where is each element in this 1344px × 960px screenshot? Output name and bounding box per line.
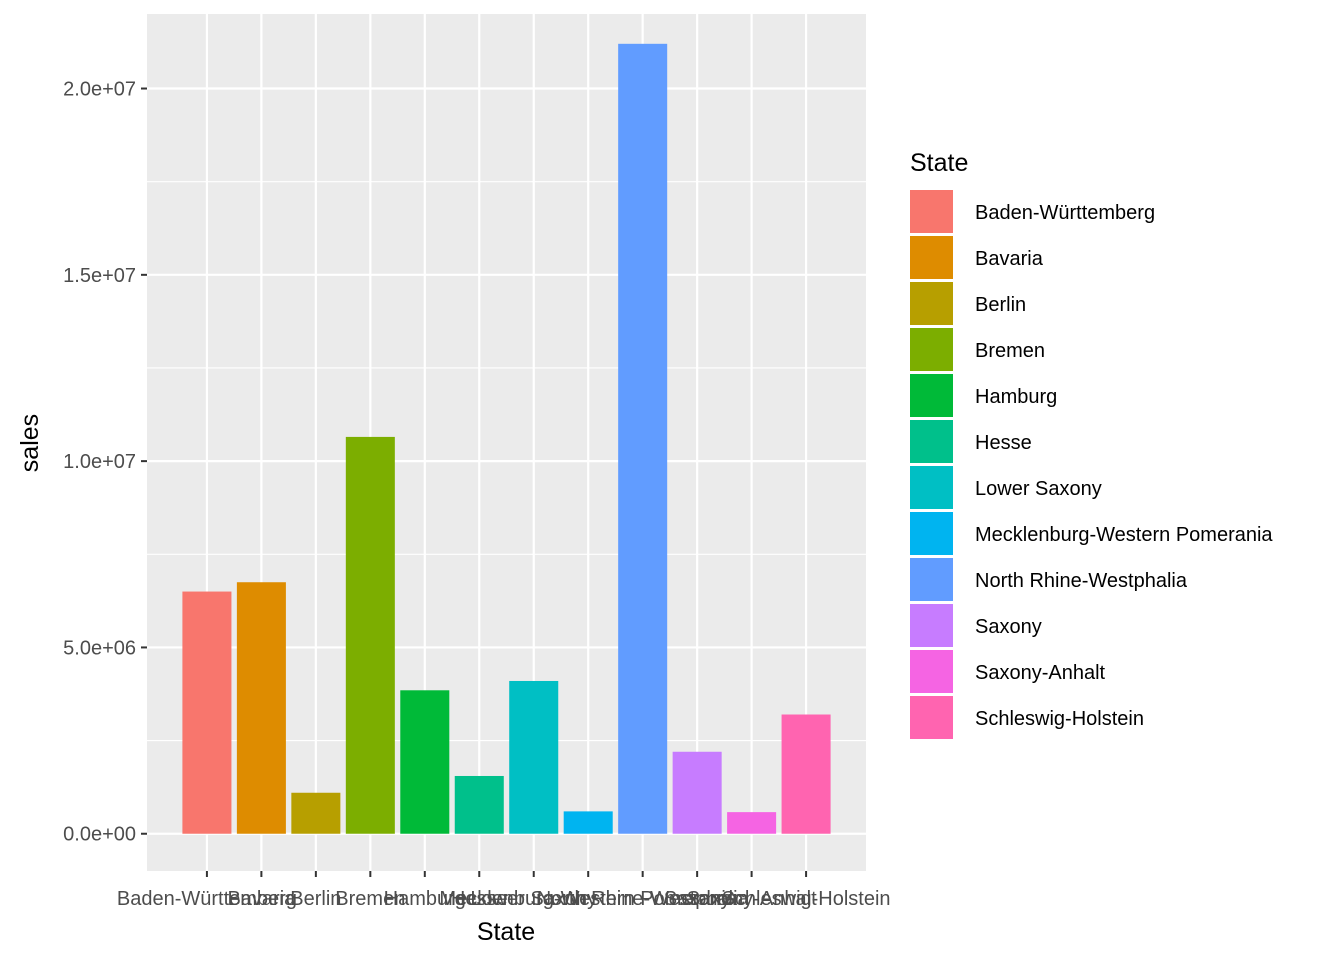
y-axis-title: sales [16,414,44,472]
x-tick-label: Bavaria [227,888,296,910]
legend-label: North Rhine-Westphalia [975,570,1188,592]
legend-swatch [910,558,953,601]
major-gridlines-y [147,87,866,835]
legend-label: Hamburg [975,386,1057,408]
x-tick-label: North Rhine-Westphalia [537,888,750,910]
legend-swatch [910,466,953,509]
legend-label: Berlin [975,294,1026,316]
legend-swatch [910,374,953,417]
y-tick-label: 1.5e+07 [63,265,136,287]
legend-swatch [910,328,953,371]
bars [182,43,831,834]
bar [618,43,668,834]
legend-items: Baden-Württemberg Bavaria Berlin Bremen Hamb… [910,190,1273,739]
y-tick-label: 2.0e+07 [63,79,136,101]
legend-label: Bremen [975,340,1045,362]
x-tick-label: Baden-Württemberg [117,888,297,910]
y-axis: 0.0e+00 5.0e+06 1.0e+07 1.5e+07 2.0e+07 [63,79,147,846]
bar [345,436,395,834]
legend-title: State [910,149,968,177]
x-axis: Baden-WürttembergBavariaBerlinBremenHamb… [117,871,891,910]
legend-swatch [910,282,953,325]
legend-swatch [910,696,953,739]
legend-label: Schleswig-Holstein [975,708,1144,730]
bar [182,591,232,834]
x-tick-label: Berlin [290,888,341,910]
legend-label: Hesse [975,432,1032,454]
bar [454,775,504,834]
legend-label: Baden-Württemberg [975,202,1155,224]
bar [727,812,777,834]
legend-swatch [910,604,953,647]
bar [672,751,722,834]
legend-label: Lower Saxony [975,478,1102,500]
legend-swatch [910,236,953,279]
x-tick-label: Saxony [664,888,731,910]
y-tick-label: 5.0e+06 [63,637,136,659]
bar [236,582,286,834]
bar [509,680,559,834]
x-tick-label: Lower Saxony [470,888,597,910]
x-tick-label: Mecklenburg-Western Pomerania [439,888,737,910]
bar [563,811,613,834]
legend-label: Bavaria [975,248,1044,270]
legend-swatch [910,650,953,693]
legend: State Baden-Württemberg Bavaria Berlin Brem… [910,149,1273,739]
y-tick-label: 1.0e+07 [63,451,136,473]
y-tick-label: 0.0e+00 [63,824,136,846]
legend-label: Saxony-Anhalt [975,662,1106,684]
x-axis-title: State [477,918,535,946]
x-tick-label: Schleswig-Holstein [722,888,891,910]
x-tick-label: Hesse [451,888,508,910]
x-tick-label: Bremen [335,888,405,910]
bar [781,714,831,834]
legend-label: Saxony [975,616,1042,638]
bar [291,792,341,834]
legend-swatch [910,420,953,463]
legend-swatch [910,512,953,555]
legend-swatch [910,190,953,233]
bar [400,690,450,834]
legend-label: Mecklenburg-Western Pomerania [975,524,1273,546]
x-tick-label: Saxony-Anhalt [687,888,818,910]
x-tick-label: Hamburg [384,888,466,910]
